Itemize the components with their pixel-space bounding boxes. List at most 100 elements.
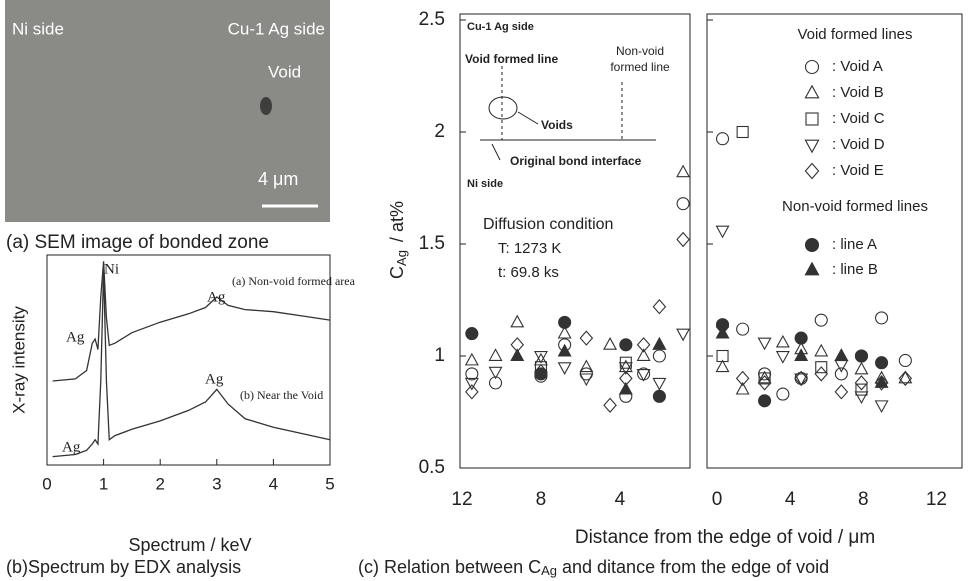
- caption: (a) SEM image of bonded zone: [6, 232, 269, 253]
- data-point: [874, 400, 889, 414]
- inset-label: Voids: [541, 118, 573, 132]
- data-point: [465, 367, 479, 381]
- data-point: [465, 327, 479, 341]
- inset-diagram: [480, 66, 656, 161]
- data-point: [465, 384, 479, 400]
- data-point: [757, 370, 772, 384]
- data-point: [814, 313, 828, 327]
- inset-label: Original bond interface: [510, 154, 642, 168]
- caption: (c) Relation between CAg and ditance fro…: [358, 557, 829, 579]
- data-point: [814, 343, 829, 357]
- y-tick-label: 0.5: [419, 457, 445, 478]
- data-point: [757, 337, 772, 351]
- data-point: [636, 348, 651, 361]
- legend-marker: [804, 162, 820, 180]
- x-tick-label: 4: [269, 474, 278, 493]
- data-point: [854, 361, 869, 375]
- x-tick-label: 8: [858, 489, 869, 510]
- data-point: [736, 125, 749, 139]
- y-axis-label: CAg / at%: [387, 201, 410, 279]
- data-point: [854, 349, 869, 363]
- data-point: [652, 389, 666, 403]
- data-point: [676, 164, 691, 178]
- annotation: Ag: [66, 329, 85, 345]
- data-point: [534, 367, 548, 381]
- plot-frame: [706, 13, 963, 469]
- legend-marker: [804, 237, 820, 253]
- sem-label: Cu-1 Ag side: [228, 19, 325, 38]
- data-point: [488, 376, 503, 390]
- data-point: [618, 362, 633, 375]
- y-tick-label: 2.5: [419, 9, 445, 30]
- data-point: [758, 372, 771, 385]
- data-point: [855, 383, 868, 396]
- data-point: [488, 366, 503, 380]
- inset-label: Ni side: [467, 178, 503, 190]
- y-label-main: C: [387, 266, 407, 279]
- spectrum-line: [52, 269, 331, 458]
- data-point: [579, 373, 594, 387]
- legend-label: : line B: [832, 261, 878, 278]
- data-point: [874, 375, 889, 391]
- legend-marker: [804, 261, 820, 276]
- data-point: [464, 377, 479, 391]
- sem-void: [260, 97, 272, 115]
- inset-label: Non-void: [616, 44, 664, 58]
- data-point: [603, 397, 617, 413]
- inset-label: Cu-1 Ag side: [467, 21, 534, 33]
- x-tick-label: 3: [212, 474, 221, 493]
- data-point: [676, 231, 690, 248]
- caption-part: and ditance from the edge of void: [557, 557, 829, 577]
- x-tick-label: 2: [155, 474, 164, 493]
- data-point: [652, 337, 667, 350]
- x-tick-label: 1: [99, 474, 108, 493]
- data-point: [652, 299, 667, 315]
- data-point: [898, 370, 913, 387]
- annotation: Ag: [62, 439, 81, 455]
- legend-marker: [804, 139, 820, 154]
- data-point: [834, 348, 849, 361]
- condition-text: t: 69.8 ks: [498, 264, 559, 281]
- data-point: [464, 352, 479, 366]
- data-point: [794, 373, 809, 387]
- data-point: [874, 375, 889, 388]
- legend-label: : Void E: [832, 162, 884, 179]
- legend-label: : Void D: [832, 136, 885, 153]
- data-point: [875, 356, 889, 370]
- legend-title: Non-void formed lines: [782, 198, 928, 215]
- data-point: [758, 394, 772, 408]
- data-point: [636, 368, 651, 382]
- x-tick-label: 0: [42, 474, 51, 493]
- x-tick-label: 12: [926, 489, 947, 510]
- legend-marker: [804, 84, 820, 99]
- caption-sub: Ag: [541, 563, 557, 578]
- data-point: [794, 370, 808, 387]
- data-point: [652, 377, 667, 391]
- data-point: [794, 331, 808, 345]
- annotation: (a) Non-void formed area: [232, 274, 356, 288]
- scale-label: 4 μm: [258, 169, 298, 189]
- x-axis-label: Spectrum / keV: [128, 535, 251, 555]
- data-point: [715, 132, 730, 146]
- data-point: [854, 375, 869, 391]
- y-label-sub: Ag: [394, 250, 409, 266]
- legend-label: : Void C: [832, 110, 885, 127]
- x-tick-label: 5: [325, 474, 334, 493]
- y-tick-label: 2: [434, 121, 445, 142]
- void-ellipse: [488, 96, 518, 120]
- y-label-unit: / at%: [387, 201, 407, 242]
- data-point: [652, 349, 666, 363]
- spectrum-line: [52, 261, 331, 382]
- legend-label: : Void B: [832, 84, 884, 101]
- data-point: [898, 370, 913, 384]
- data-point: [676, 197, 690, 211]
- data-point: [794, 348, 809, 361]
- data-point: [636, 337, 651, 353]
- data-point: [603, 337, 618, 350]
- annotation: (b) Near the Void: [240, 388, 323, 402]
- data-point: [814, 366, 829, 382]
- data-point: [488, 348, 503, 361]
- inset-label: Void formed line: [465, 52, 558, 66]
- data-point: [676, 328, 691, 342]
